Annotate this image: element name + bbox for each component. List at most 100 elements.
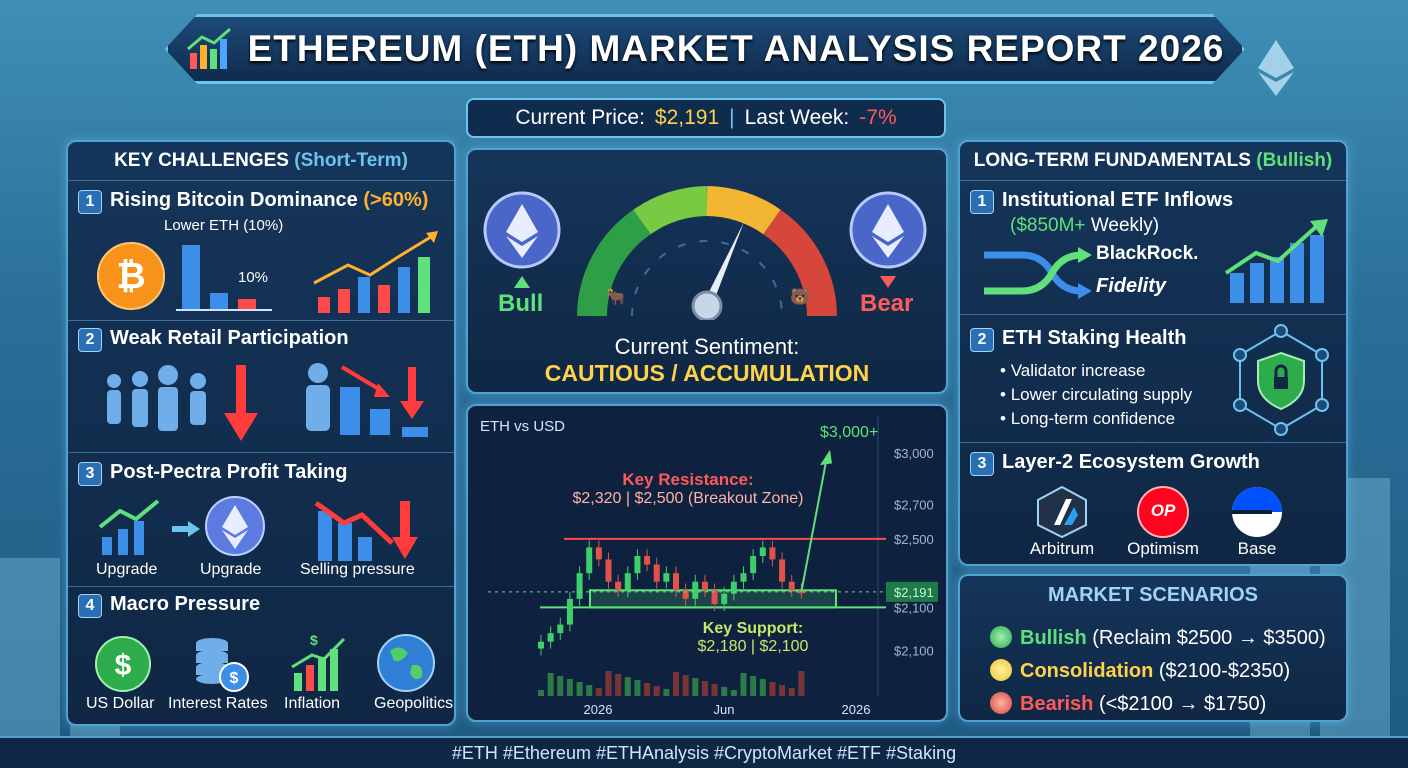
green-dot-icon	[990, 626, 1012, 648]
scenario-consolidation-name: Consolidation	[1020, 660, 1154, 682]
candle	[673, 573, 679, 591]
y-tick-label: $2,100	[894, 643, 934, 658]
optimism-label: Optimism	[1127, 539, 1199, 558]
optimism-icon	[1137, 486, 1189, 538]
etf-growth-chart	[1224, 219, 1328, 303]
volume-bar	[701, 681, 708, 696]
market-scenarios-panel: MARKET SCENARIOS Bullish (Reclaim $2500 …	[958, 574, 1348, 722]
sentiment-value: CAUTIOUS / ACCUMULATION	[544, 360, 870, 386]
challenge-3-title: Post-Pectra Profit Taking	[110, 461, 348, 483]
challenge-4: 4 Macro Pressure $ $ $ US Dollar Interest…	[68, 586, 454, 728]
candle	[721, 593, 728, 604]
decline-arrow-icon	[224, 365, 258, 441]
candle	[759, 547, 766, 556]
volume-bar	[634, 680, 641, 696]
volume-bar	[653, 686, 660, 696]
candle	[653, 564, 660, 582]
volume-bar	[711, 684, 718, 696]
title-banner: ETHEREUM (ETH) MARKET ANALYSIS REPORT 20…	[165, 14, 1245, 84]
candle	[644, 556, 651, 565]
challenge-1: 1 Rising Bitcoin Dominance (>60%) Lower E…	[68, 180, 454, 320]
eth-bear-coin-icon	[849, 191, 927, 269]
scenario-bullish-name: Bullish	[1020, 627, 1087, 649]
resistance-label: Key Resistance:	[622, 470, 754, 489]
volume-bar	[663, 689, 670, 696]
triangle-down-icon	[880, 276, 896, 288]
upgrade-chart-icon	[98, 499, 160, 555]
challenge-1-title: Rising Bitcoin Dominance	[110, 189, 358, 211]
challenges-title: KEY CHALLENGES	[114, 150, 289, 171]
y-tick-label: $3,000	[894, 446, 934, 461]
candle	[576, 573, 583, 599]
fundamental-3-title: Layer-2 Ecosystem Growth	[1002, 451, 1260, 473]
scenario-consolidation-text: ($2100-$2350)	[1158, 660, 1291, 682]
volume-bar	[566, 679, 573, 696]
y-tick-label: $2,191	[894, 585, 934, 600]
scenario-bearish: Bearish (<$2100 → $1750)	[990, 688, 1326, 721]
volume-bar	[586, 685, 593, 696]
y-tick-label: $2,700	[894, 498, 934, 513]
volume-bar	[730, 690, 737, 696]
candle	[557, 624, 564, 634]
etf-inflow-period: Weekly)	[1090, 215, 1160, 236]
volume-bar	[779, 685, 786, 696]
candle	[595, 547, 602, 560]
challenge-3: 3 Post-Pectra Profit Taking Upgrade Upgra…	[68, 452, 454, 586]
eth-bull-coin-icon	[483, 191, 561, 269]
num-badge: 1	[970, 190, 994, 214]
fundamental-1-title: Institutional ETF Inflows	[1002, 189, 1234, 211]
arrow-right-icon	[172, 521, 200, 537]
eth-dominance-bars	[176, 245, 272, 311]
y-tick-label: $2,500	[894, 532, 934, 547]
volume-bar	[644, 683, 651, 696]
price-bar: Current Price: $2,191 | Last Week: -7%	[466, 98, 946, 138]
candle	[566, 598, 573, 625]
num-badge: 2	[78, 328, 102, 352]
geopolitics-label: Geopolitics	[374, 695, 454, 712]
scenarios-title: MARKET SCENARIOS	[1047, 584, 1258, 606]
retail-decline-chart	[306, 363, 428, 437]
challenge-2: 2 Weak Retail Participation	[68, 320, 454, 452]
challenge-1-highlight: (>60%)	[363, 189, 429, 211]
upgrade-label-2: Upgrade	[200, 561, 262, 578]
scenario-consolidation: Consolidation ($2100-$2350)	[990, 655, 1326, 688]
bitcoin-icon: ₿	[97, 242, 165, 310]
candle	[711, 590, 718, 604]
resistance-value: $2,320 | $2,500 (Breakout Zone)	[572, 490, 804, 507]
staking-bullet-3: Long-term confidence	[1010, 409, 1176, 428]
volume-bar	[605, 671, 612, 696]
candle	[615, 581, 622, 591]
candle	[538, 641, 544, 649]
upgrade-label-1: Upgrade	[96, 561, 158, 578]
candle	[740, 573, 747, 582]
support-label: Key Support:	[702, 620, 804, 637]
price-chart-panel: $3,000 $2,700 $2,500 $2,191 $2,100 $2,100 2026…	[466, 404, 948, 722]
volume-bar	[615, 674, 622, 696]
candle	[605, 559, 612, 582]
blackrock-label: BlackRock.	[1096, 243, 1199, 264]
fundamental-1: 1 Institutional ETF Inflows ($850M+ Weekl…	[960, 180, 1346, 314]
chart-title: ETH vs USD	[480, 418, 566, 435]
bull-label: Bull	[498, 290, 544, 317]
candle	[788, 581, 795, 591]
volume-bar	[788, 688, 795, 696]
current-price-tag	[886, 581, 938, 602]
volume-bar	[547, 673, 554, 696]
candle	[547, 633, 554, 642]
inflow-arrows-icon	[984, 247, 1092, 299]
candle	[634, 556, 641, 574]
volume-bar	[798, 671, 805, 696]
num-badge: 1	[78, 190, 102, 214]
red-dot-icon	[990, 692, 1012, 714]
volume-bar	[624, 677, 631, 696]
week-label: Last Week:	[744, 106, 850, 129]
hashtag-footer: #ETH #Ethereum #ETHAnalysis #CryptoMarke…	[0, 736, 1408, 768]
interest-rates-label: Interest Rates	[168, 695, 268, 712]
challenge-4-title: Macro Pressure	[110, 593, 261, 615]
num-badge: 3	[970, 452, 994, 476]
volume-bar	[538, 690, 544, 696]
svg-text:$: $	[230, 670, 239, 687]
volume-bar	[595, 688, 602, 696]
candle	[663, 573, 670, 582]
base-label: Base	[1237, 539, 1277, 558]
